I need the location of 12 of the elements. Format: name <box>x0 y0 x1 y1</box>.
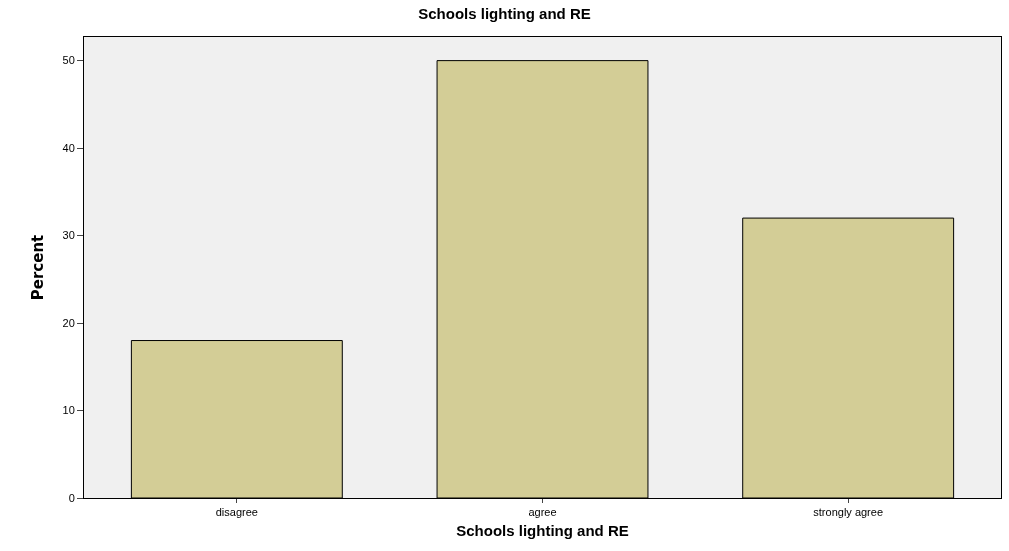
y-tick-label: 40 <box>62 141 75 154</box>
x-axis-title: Schools lighting and RE <box>456 522 629 540</box>
y-tick-label: 0 <box>68 491 75 504</box>
x-tick-label: agree <box>528 506 557 519</box>
y-tick-label: 50 <box>62 54 75 67</box>
chart-title: Schools lighting and RE <box>418 4 591 22</box>
y-tick-label: 10 <box>62 404 75 417</box>
y-tick-label: 30 <box>62 229 75 242</box>
y-tick-label: 20 <box>62 316 75 329</box>
x-tick-label: disagree <box>215 506 258 519</box>
y-axis-title: Percent <box>28 234 47 301</box>
x-tick-label: strongly agree <box>813 506 884 519</box>
